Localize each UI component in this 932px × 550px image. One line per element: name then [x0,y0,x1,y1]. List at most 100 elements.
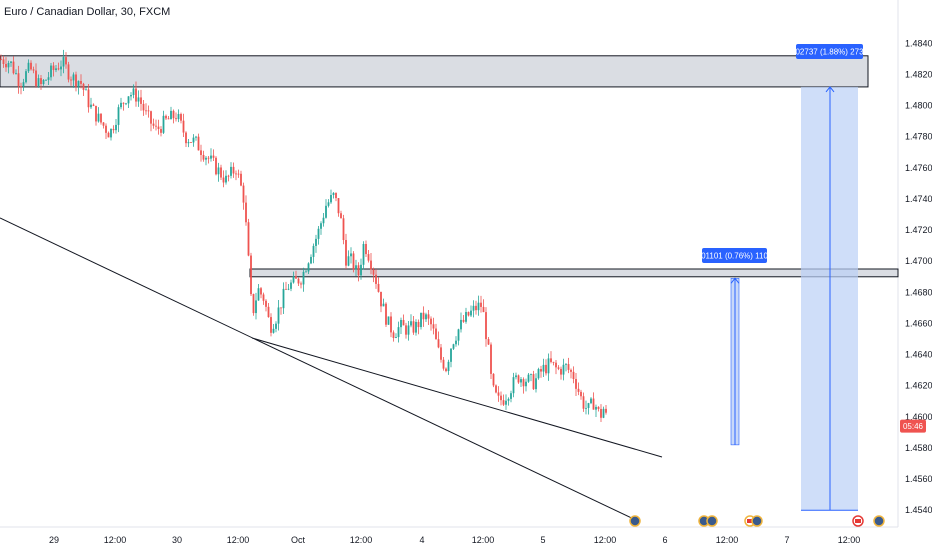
candle-body [132,88,135,96]
candle-body [480,302,482,307]
candle-body [260,288,262,295]
price-tick-label: 1.46400 [905,350,932,360]
candle-body [272,328,275,333]
candle-body [180,114,182,121]
candle-body [100,113,102,123]
price-axis[interactable]: 1.48400 1.48200 1.48000 1.47800 1.47600 1.474… [905,38,932,515]
candle-body [227,175,230,177]
candle-body [125,103,127,105]
candle-body [430,318,432,325]
candle-body [292,276,295,283]
candle-body [442,359,445,369]
candle-body [17,73,20,87]
candle-body [32,69,35,71]
candle-body [462,319,465,322]
svg-text:0.02737 (1.88%) 273.7: 0.02737 (1.88%) 273.7 [789,48,871,57]
candle-body [530,374,532,375]
candle-body [160,129,162,133]
candle-body [350,253,352,257]
candle-body [55,68,57,71]
candle-body [97,113,100,122]
candle-body [437,339,440,348]
time-axis[interactable]: 29 12:00 30 12:00 Oct 12:00 4 12:00 5 12:00 6 12:00… [49,535,860,545]
candle-body [230,166,232,176]
candle-body [322,217,325,224]
event-icon-1[interactable] [629,515,641,527]
candle-body [152,123,155,126]
time-tick-label: Oct [291,535,306,545]
candle-body [467,312,470,316]
candle-body [177,114,180,120]
resistance-zone[interactable] [0,55,869,88]
trendline-steep[interactable] [0,217,641,523]
candle-body [172,110,175,119]
event-icon-3[interactable] [744,515,763,527]
event-icon-2[interactable] [698,515,718,527]
candle-body [377,283,380,292]
candle-body [417,321,420,328]
candle-body [185,132,187,144]
event-icon-4[interactable] [852,515,885,527]
candle-body [62,57,65,67]
measure-label-small: 0.01101 (0.76%) 110.1 [694,248,775,263]
candle-body [140,97,142,104]
candle-body [327,202,330,206]
candles [0,49,607,423]
time-tick-label: 12:00 [227,535,250,545]
candle-body [117,107,120,125]
candle-body [95,105,97,122]
candle-body [522,379,525,387]
candle-body [265,300,267,307]
candle-body [532,374,535,390]
candle-body [30,62,32,70]
candle-body [477,302,480,311]
trendline-shallow[interactable] [251,337,663,458]
candle-body [22,82,25,87]
candle-body [425,314,427,320]
candle-body [575,379,577,389]
candle-body [390,316,392,333]
price-tick-label: 1.48200 [905,69,932,79]
measure-label-large: 0.02737 (1.88%) 273.7 [789,44,871,59]
candle-body [302,271,305,285]
candle-body [465,312,467,322]
candle-body [295,276,297,279]
candle-body [527,374,530,382]
candle-body [360,264,362,276]
candle-body [27,62,30,72]
candle-body [155,125,157,127]
candle-body [550,358,552,362]
candle-body [600,408,602,418]
candle-body [80,81,82,84]
candle-body [282,288,285,309]
candle-body [410,321,412,326]
price-tick-label: 1.46600 [905,318,932,328]
candle-body [207,157,210,159]
price-tick-label: 1.47200 [905,225,932,235]
candle-body [507,398,510,401]
candle-body [330,194,332,203]
candle-body [287,288,290,290]
candle-body [250,255,252,295]
candle-body [440,347,442,360]
candle-body [135,88,137,102]
candle-body [305,271,307,273]
candle-body [257,288,260,301]
time-tick-label: 12:00 [104,535,127,545]
candle-body [355,265,357,270]
candle-body [300,283,302,285]
candle-body [495,385,497,393]
candle-body [10,61,12,63]
candle-body [25,71,27,83]
candle-body [237,173,240,175]
candle-body [367,254,370,261]
candle-body [57,68,60,70]
candle-body [5,63,7,68]
candle-body [595,406,597,410]
price-tick-label: 1.46000 [905,412,932,422]
candle-body [552,361,555,363]
time-tick-label: 4 [419,535,424,545]
breakout-zone[interactable] [249,268,899,278]
